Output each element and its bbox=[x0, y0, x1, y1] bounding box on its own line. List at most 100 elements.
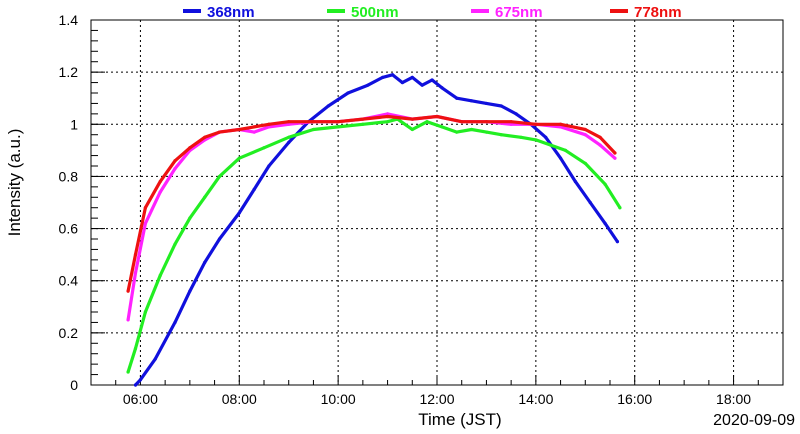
data-point-675nm bbox=[598, 143, 602, 147]
x-tick-label: 08:00 bbox=[222, 391, 257, 407]
data-point-778nm bbox=[361, 117, 365, 121]
data-point-368nm bbox=[287, 140, 291, 145]
data-point-500nm bbox=[173, 242, 177, 246]
data-point-368nm bbox=[470, 99, 474, 103]
data-point-500nm bbox=[133, 346, 138, 351]
data-point-778nm bbox=[287, 120, 291, 124]
data-point-500nm bbox=[603, 182, 607, 186]
data-point-368nm bbox=[173, 320, 177, 325]
data-point-500nm bbox=[188, 216, 192, 220]
data-point-675nm bbox=[252, 130, 256, 134]
data-point-500nm bbox=[385, 120, 390, 124]
y-tick-label: 0.2 bbox=[59, 325, 79, 341]
data-point-778nm bbox=[252, 125, 256, 129]
x-tick-label: 16:00 bbox=[617, 391, 652, 407]
data-point-500nm bbox=[203, 195, 207, 199]
data-point-778nm bbox=[126, 289, 130, 293]
data-point-368nm bbox=[153, 357, 157, 361]
legend-label-675nm: 675nm bbox=[495, 4, 543, 21]
data-point-675nm bbox=[126, 318, 130, 322]
data-point-778nm bbox=[217, 130, 222, 134]
series-line-778nm bbox=[126, 114, 617, 293]
data-point-368nm bbox=[366, 83, 370, 87]
data-point-368nm bbox=[558, 156, 563, 160]
data-point-368nm bbox=[603, 221, 607, 225]
data-point-778nm bbox=[173, 159, 177, 163]
data-point-778nm bbox=[460, 120, 464, 124]
grid bbox=[91, 20, 783, 385]
data-point-500nm bbox=[262, 146, 266, 150]
data-point-368nm bbox=[390, 73, 395, 77]
data-point-500nm bbox=[440, 125, 444, 129]
data-point-500nm bbox=[237, 156, 241, 160]
data-point-368nm bbox=[138, 378, 143, 382]
y-tick-label: 1 bbox=[70, 116, 78, 132]
data-point-675nm bbox=[509, 122, 513, 126]
data-point-778nm bbox=[188, 146, 192, 150]
data-point-675nm bbox=[267, 125, 271, 129]
x-tick-label: 14:00 bbox=[518, 391, 553, 407]
data-point-778nm bbox=[133, 253, 138, 257]
data-point-778nm bbox=[583, 127, 587, 132]
data-point-368nm bbox=[203, 260, 207, 265]
data-point-675nm bbox=[613, 156, 617, 160]
data-point-500nm bbox=[549, 143, 553, 147]
x-tick-label: 18:00 bbox=[716, 391, 751, 407]
data-point-368nm bbox=[544, 135, 548, 139]
y-tick-label: 1.2 bbox=[59, 64, 79, 80]
series-lines bbox=[126, 73, 622, 387]
x-tick-label: 10:00 bbox=[321, 391, 356, 407]
data-point-368nm bbox=[267, 164, 271, 168]
y-axis-title: Intensity (a.u.) bbox=[5, 129, 24, 237]
data-point-368nm bbox=[217, 237, 222, 241]
data-point-675nm bbox=[583, 133, 587, 137]
data-point-500nm bbox=[158, 273, 162, 278]
data-point-368nm bbox=[440, 86, 444, 90]
data-point-500nm bbox=[410, 127, 414, 132]
data-point-500nm bbox=[425, 120, 429, 124]
data-point-368nm bbox=[326, 104, 330, 108]
data-point-368nm bbox=[410, 75, 414, 79]
data-point-675nm bbox=[385, 112, 390, 116]
data-point-500nm bbox=[143, 310, 147, 314]
y-tick-label: 1.4 bbox=[59, 12, 79, 28]
data-point-368nm bbox=[381, 75, 385, 79]
data-point-500nm bbox=[126, 370, 130, 374]
data-point-778nm bbox=[158, 180, 162, 184]
data-point-368nm bbox=[420, 83, 424, 87]
data-point-778nm bbox=[558, 122, 563, 126]
x-axis-title: Time (JST) bbox=[418, 410, 501, 429]
series-line-675nm bbox=[126, 112, 617, 322]
data-point-778nm bbox=[143, 206, 147, 210]
data-point-778nm bbox=[509, 120, 513, 124]
data-point-778nm bbox=[203, 135, 207, 139]
data-point-368nm bbox=[400, 80, 404, 85]
data-point-778nm bbox=[410, 117, 414, 121]
legend-label-500nm: 500nm bbox=[351, 4, 399, 21]
data-point-500nm bbox=[287, 135, 291, 139]
data-point-368nm bbox=[237, 211, 241, 215]
data-point-778nm bbox=[534, 122, 538, 126]
data-point-778nm bbox=[598, 135, 602, 139]
data-point-778nm bbox=[311, 120, 316, 124]
data-point-500nm bbox=[217, 174, 222, 179]
data-point-778nm bbox=[385, 114, 390, 119]
data-point-368nm bbox=[615, 240, 620, 244]
legend-label-778nm: 778nm bbox=[634, 4, 682, 21]
data-point-368nm bbox=[455, 96, 459, 100]
data-point-500nm bbox=[499, 133, 503, 137]
data-point-368nm bbox=[484, 101, 489, 106]
data-point-368nm bbox=[252, 187, 256, 192]
data-point-500nm bbox=[484, 130, 489, 134]
data-point-500nm bbox=[534, 138, 538, 142]
data-point-500nm bbox=[563, 148, 568, 152]
data-point-368nm bbox=[499, 104, 503, 108]
data-point-675nm bbox=[143, 221, 147, 225]
data-point-368nm bbox=[514, 112, 518, 116]
x-tick-label: 12:00 bbox=[419, 391, 454, 407]
y-tick-label: 0.6 bbox=[59, 221, 79, 237]
data-point-368nm bbox=[133, 383, 138, 387]
date-annotation: 2020-09-09 bbox=[713, 412, 795, 429]
legend-label-368nm: 368nm bbox=[207, 4, 255, 21]
